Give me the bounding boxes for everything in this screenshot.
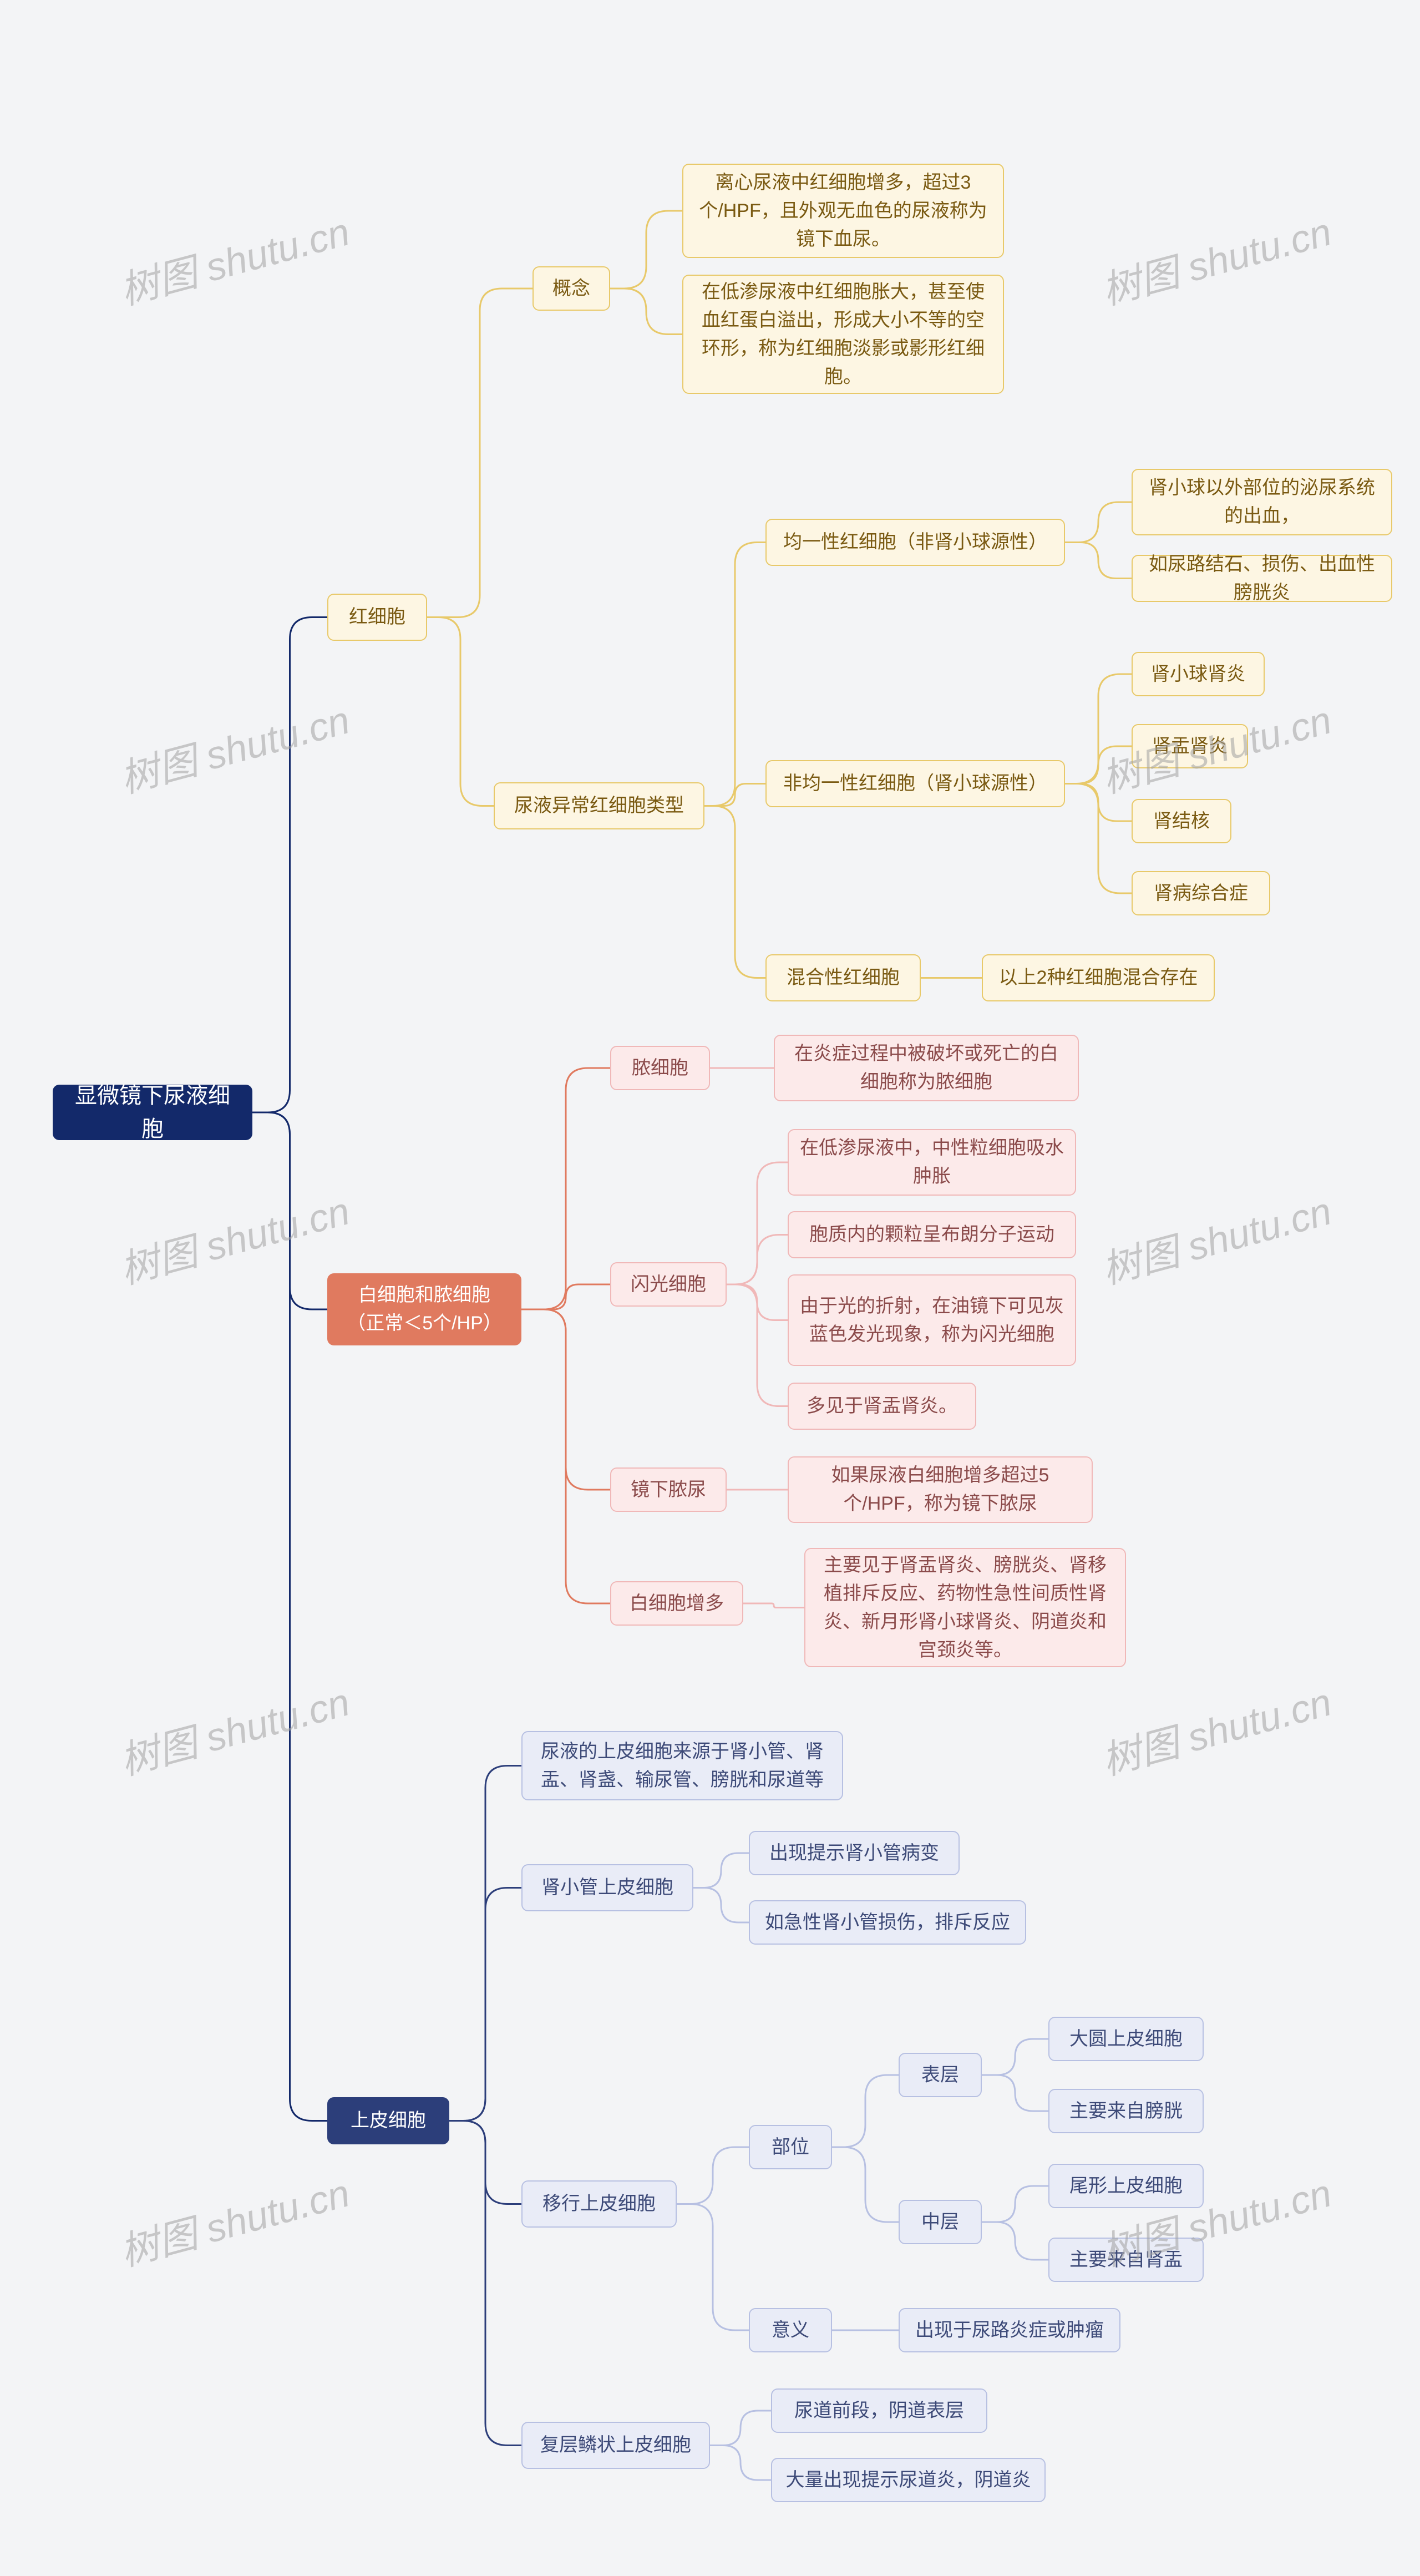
- watermark: 树图 shutu.cn: [113, 201, 355, 316]
- node-root: 显微镜下尿液细胞: [53, 1085, 252, 1140]
- node-epi3p2b: 主要来自肾盂: [1048, 2238, 1204, 2282]
- node-epi4b: 大量出现提示尿道炎，阴道炎: [771, 2458, 1046, 2502]
- edge-epi-epi3: [449, 2121, 521, 2204]
- node-rbc-nu4: 肾病综合症: [1132, 871, 1270, 915]
- edge-rbc-u-rbc-u2: [1065, 543, 1132, 579]
- edge-epi4-epi4b: [710, 2446, 771, 2481]
- watermark: 树图 shutu.cn: [113, 1671, 355, 1786]
- node-rbc-con1: 离心尿液中红细胞增多，超过3个/HPF，且外观无血色的尿液称为镜下血尿。: [682, 164, 1004, 258]
- edge-rbc-nu-rbc-nu1: [1065, 674, 1132, 784]
- watermark: 树图 shutu.cn: [113, 689, 355, 804]
- edge-wbc-b2-wbc-b2d: [727, 1284, 788, 1406]
- node-wbc-b2b: 胞质内的颗粒呈布朗分子运动: [788, 1211, 1076, 1258]
- node-rbc-con2: 在低渗尿液中红细胞胀大，甚至使血红蛋白溢出，形成大小不等的空环形，称为红细胞淡影…: [682, 275, 1004, 394]
- edge-rbc-u-rbc-u1: [1065, 502, 1132, 543]
- node-epi3p1b: 主要来自膀胱: [1048, 2089, 1204, 2133]
- edge-rbc-type-rbc-u: [704, 543, 765, 806]
- edge-epi-epi1: [449, 1766, 521, 2121]
- edge-wbc-b2-wbc-b2a: [727, 1162, 788, 1284]
- node-rbc-mix1: 以上2种红细胞混合存在: [982, 954, 1215, 1001]
- edge-rbc-rbc-con: [427, 289, 532, 618]
- node-rbc-u1: 肾小球以外部位的泌尿系统的出血，: [1132, 469, 1392, 535]
- edge-epi2-epi2a: [693, 1853, 749, 1888]
- edge-epi4-epi4a: [710, 2411, 771, 2446]
- node-epi3: 移行上皮细胞: [521, 2180, 677, 2228]
- node-epi4a: 尿道前段，阴道表层: [771, 2388, 987, 2433]
- edge-rbc-type-rbc-mix: [704, 806, 765, 978]
- node-rbc-nu1: 肾小球肾炎: [1132, 652, 1265, 696]
- watermark: 树图 shutu.cn: [1095, 201, 1337, 316]
- node-epi3p1a: 大圆上皮细胞: [1048, 2017, 1204, 2061]
- node-epi4: 复层鳞状上皮细胞: [521, 2422, 710, 2469]
- edge-rbc-rbc-type: [427, 618, 494, 806]
- edge-root-epi: [252, 1112, 327, 2121]
- node-rbc: 红细胞: [327, 594, 427, 641]
- edge-rbc-nu-rbc-nu4: [1065, 784, 1132, 894]
- edge-epi3p1-epi3p1a: [982, 2039, 1048, 2075]
- edge-rbc-con-rbc-con1: [610, 211, 682, 289]
- edge-rbc-nu-rbc-nu2: [1065, 746, 1132, 784]
- edge-wbc-wbc-b4: [521, 1309, 610, 1603]
- node-rbc-mix: 混合性红细胞: [765, 954, 921, 1001]
- edge-rbc-nu-rbc-nu3: [1065, 784, 1132, 822]
- node-wbc-b2a: 在低渗尿液中，中性粒细胞吸水肿胀: [788, 1129, 1076, 1196]
- node-epi3m1: 出现于尿路炎症或肿瘤: [899, 2308, 1120, 2352]
- edge-epi3p1-epi3p1b: [982, 2075, 1048, 2111]
- edge-epi-epi2: [449, 1888, 521, 2121]
- node-epi2: 肾小管上皮细胞: [521, 1864, 693, 1911]
- edge-wbc-wbc-b2: [521, 1284, 610, 1309]
- edge-epi2-epi2b: [693, 1888, 749, 1923]
- watermark: 树图 shutu.cn: [1095, 1671, 1337, 1786]
- mindmap-canvas: 显微镜下尿液细胞 红细胞 概念 离心尿液中红细胞增多，超过3个/HPF，且外观无血色的…: [0, 0, 1420, 2576]
- node-wbc-b1: 脓细胞: [610, 1046, 710, 1090]
- edge-epi3p2-epi3p2a: [982, 2186, 1048, 2222]
- edge-rbc-type-rbc-nu: [704, 784, 765, 806]
- edge-epi3p-epi3p2: [832, 2147, 899, 2222]
- watermark: 树图 shutu.cn: [1095, 1180, 1337, 1295]
- node-epi3p2a: 尾形上皮细胞: [1048, 2164, 1204, 2208]
- edge-wbc-wbc-b1: [521, 1068, 610, 1309]
- node-rbc-type: 尿液异常红细胞类型: [494, 782, 704, 829]
- edge-wbc-b4-wbc-b4a: [743, 1603, 804, 1608]
- node-wbc-b4a: 主要见于肾盂肾炎、膀胱炎、肾移植排斥反应、药物性急性间质性肾炎、新月形肾小球肾炎…: [804, 1548, 1126, 1667]
- edge-rbc-con-rbc-con2: [610, 289, 682, 335]
- node-epi3p1: 表层: [899, 2053, 982, 2097]
- node-wbc-b2d: 多见于肾盂肾炎。: [788, 1383, 976, 1430]
- node-epi3p2: 中层: [899, 2200, 982, 2244]
- node-rbc-nu: 非均一性红细胞（肾小球源性）: [765, 760, 1065, 807]
- node-rbc-con: 概念: [532, 266, 610, 311]
- node-rbc-nu2: 肾盂肾炎: [1132, 724, 1248, 768]
- edge-epi3p2-epi3p2b: [982, 2222, 1048, 2260]
- node-rbc-nu3: 肾结核: [1132, 799, 1231, 843]
- node-wbc-b3: 镜下脓尿: [610, 1467, 727, 1512]
- node-epi3p: 部位: [749, 2125, 832, 2169]
- edge-wbc-wbc-b3: [521, 1309, 610, 1490]
- node-rbc-u: 均一性红细胞（非肾小球源性）: [765, 519, 1065, 566]
- node-epi1: 尿液的上皮细胞来源于肾小管、肾盂、肾盏、输尿管、膀胱和尿道等: [521, 1731, 843, 1800]
- node-wbc-b1a: 在炎症过程中被破坏或死亡的白细胞称为脓细胞: [774, 1035, 1079, 1101]
- node-wbc-b4: 白细胞增多: [610, 1581, 743, 1626]
- edge-root-wbc: [252, 1112, 327, 1309]
- node-wbc-b3a: 如果尿液白细胞增多超过5个/HPF，称为镜下脓尿: [788, 1456, 1093, 1523]
- node-epi3m: 意义: [749, 2308, 832, 2352]
- edge-epi-epi4: [449, 2121, 521, 2446]
- node-wbc-b2: 闪光细胞: [610, 1262, 727, 1307]
- node-epi: 上皮细胞: [327, 2097, 449, 2144]
- node-epi2b: 如急性肾小管损伤，排斥反应: [749, 1900, 1026, 1945]
- watermark: 树图 shutu.cn: [113, 1180, 355, 1295]
- node-epi2a: 出现提示肾小管病变: [749, 1831, 960, 1875]
- edge-wbc-b2-wbc-b2c: [727, 1284, 788, 1320]
- node-wbc: 白细胞和脓细胞 （正常＜5个/HP）: [327, 1273, 521, 1345]
- edge-epi3p-epi3p1: [832, 2075, 899, 2147]
- edge-epi3-epi3p: [677, 2147, 749, 2204]
- watermark: 树图 shutu.cn: [113, 2162, 355, 2277]
- edge-epi3-epi3m: [677, 2204, 749, 2331]
- node-rbc-u2: 如尿路结石、损伤、出血性膀胱炎: [1132, 555, 1392, 602]
- node-wbc-b2c: 由于光的折射，在油镜下可见灰蓝色发光现象，称为闪光细胞: [788, 1274, 1076, 1366]
- edge-wbc-b2-wbc-b2b: [727, 1235, 788, 1285]
- edge-root-rbc: [252, 618, 327, 1113]
